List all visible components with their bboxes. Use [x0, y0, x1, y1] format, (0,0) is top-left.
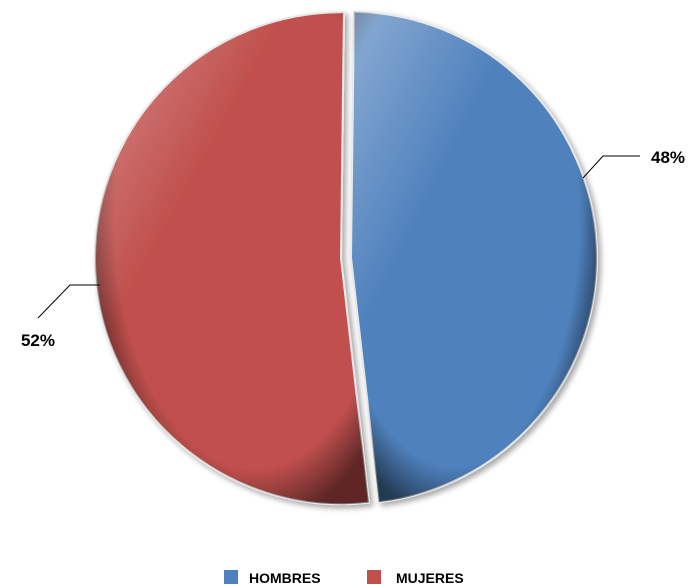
leader-line-hombres — [582, 155, 640, 179]
pie-slice-mujeres — [94, 11, 371, 506]
data-label-hombres: 48% — [651, 148, 685, 167]
legend: HOMBRES MUJERES — [224, 570, 464, 585]
legend-swatch-hombres — [224, 570, 238, 584]
legend-label-hombres: HOMBRES — [249, 570, 321, 585]
data-label-mujeres: 52% — [21, 331, 55, 350]
pie-slice-hombres — [349, 10, 598, 504]
legend-swatch-mujeres — [367, 570, 381, 584]
legend-label-mujeres: MUJERES — [396, 570, 464, 585]
leader-line-mujeres — [37, 284, 100, 319]
